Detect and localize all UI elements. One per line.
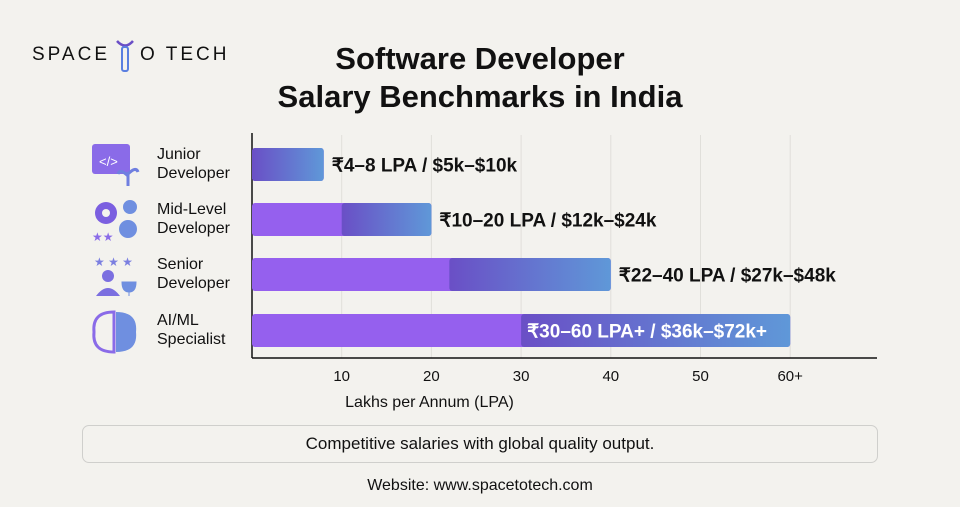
x-tick-label: 20 (423, 368, 440, 385)
svg-text:★★: ★★ (92, 230, 114, 243)
x-tick-label: 10 (333, 368, 350, 385)
category-label: Senior Developer (157, 255, 230, 293)
category-label-line: Mid-Level (157, 201, 227, 218)
category-label-line: AI/ML (157, 312, 199, 329)
bar-data-label: ₹30–60 LPA+ / $36k–$72k+ (527, 322, 767, 343)
logo-text-right: O TECH (140, 44, 230, 65)
x-tick-label: 60+ (777, 368, 803, 385)
website-text: Website: www.spacetotech.com (367, 477, 593, 494)
category-label-line: Developer (157, 165, 230, 182)
bar-range (341, 203, 432, 236)
neural-brain-icon (90, 308, 140, 354)
bar-range (521, 314, 791, 347)
category-label-line: Specialist (157, 331, 226, 348)
svg-text:</>: </> (99, 154, 118, 169)
logo: SPACE O TECH (32, 38, 229, 72)
logo-text-left: SPACE (32, 44, 111, 65)
code-window-plant-icon: </> (90, 142, 140, 186)
bar-data-label: ₹4–8 LPA / $5k–$10k (332, 156, 518, 177)
category-label: AI/ML Specialist (157, 311, 225, 349)
logo-t-icon (116, 38, 134, 72)
page-title: Software Developer Salary Benchmarks in … (240, 40, 720, 116)
title-line-1: Software Developer (335, 41, 625, 76)
x-axis-label: Lakhs per Annum (LPA) (345, 394, 514, 411)
x-tick-label: 30 (513, 368, 530, 385)
category-label-line: Junior (157, 146, 201, 163)
note-box: Competitive salaries with global quality… (82, 425, 878, 463)
title-line-2: Salary Benchmarks in India (277, 79, 683, 114)
svg-text:★ ★ ★: ★ ★ ★ (94, 255, 133, 269)
category-label-line: Developer (157, 275, 230, 292)
x-tick-label: 40 (602, 368, 619, 385)
category-label: Mid-Level Developer (157, 200, 230, 238)
category-label-line: Senior (157, 256, 204, 273)
stars-person-trophy-icon: ★ ★ ★ (90, 252, 140, 296)
bar-range (449, 258, 611, 291)
bar-range (252, 148, 324, 181)
x-tick-label: 50 (692, 368, 709, 385)
gears-head-icon: ★★ (90, 197, 140, 244)
category-label-line: Developer (157, 220, 230, 237)
category-label: Junior Developer (157, 145, 230, 183)
bar-data-label: ₹10–20 LPA / $12k–$24k (439, 211, 656, 232)
bar-data-label: ₹22–40 LPA / $27k–$48k (619, 266, 836, 287)
